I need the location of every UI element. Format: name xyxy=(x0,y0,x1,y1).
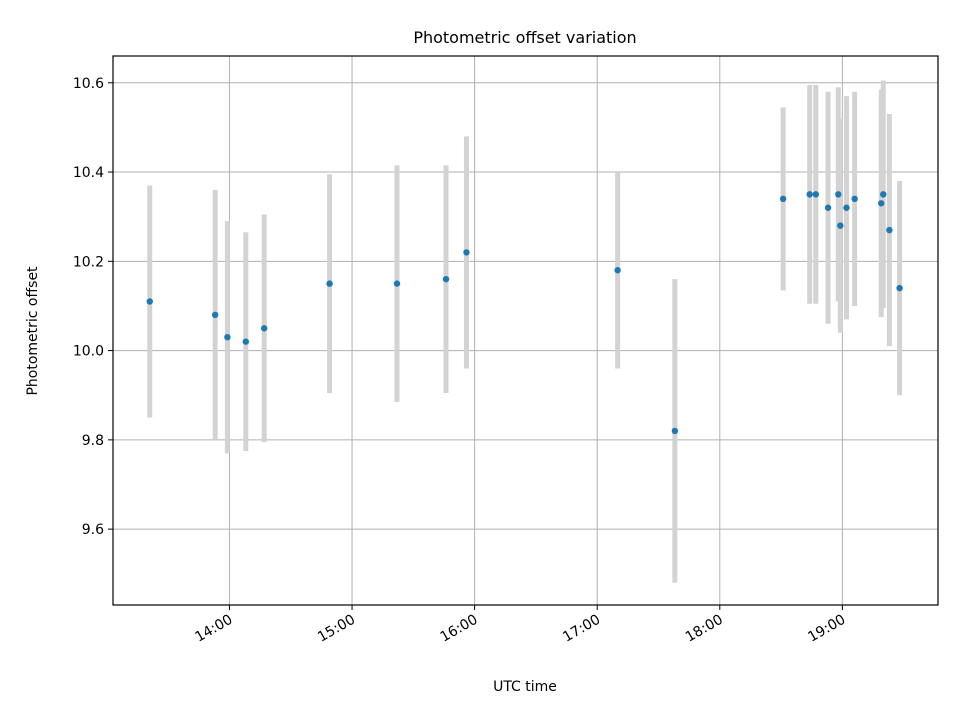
data-point xyxy=(211,311,219,319)
data-point xyxy=(260,325,268,332)
data-point xyxy=(393,280,401,287)
y-tick-label: 9.6 xyxy=(82,522,104,538)
errorbar-layer xyxy=(147,80,903,583)
y-tick-label: 10.6 xyxy=(73,76,104,92)
y-tick-label: 10.2 xyxy=(73,254,104,270)
data-point xyxy=(843,204,850,211)
x-tick-label: 19:00 xyxy=(805,612,848,646)
plot-frame xyxy=(112,55,939,606)
data-point xyxy=(880,191,887,198)
data-point xyxy=(779,195,787,203)
y-axis-label: Photometric offset xyxy=(25,266,41,396)
x-tick-label: 15:00 xyxy=(315,612,358,646)
data-point xyxy=(671,427,679,435)
data-point xyxy=(224,333,231,341)
data-point xyxy=(812,191,820,198)
data-point xyxy=(326,280,333,287)
data-point xyxy=(463,249,470,256)
data-point xyxy=(896,284,903,292)
x-tick-label: 14:00 xyxy=(193,612,236,646)
x-axis-label: UTC time xyxy=(493,679,557,695)
y-tick-label: 9.8 xyxy=(82,433,104,449)
point-layer xyxy=(146,191,903,435)
data-point xyxy=(146,298,153,305)
x-tick-label: 18:00 xyxy=(683,612,726,646)
data-point xyxy=(837,222,844,229)
data-point xyxy=(835,191,842,198)
data-point xyxy=(878,200,885,207)
data-point xyxy=(806,191,813,198)
y-tick-label: 10.0 xyxy=(73,344,104,360)
data-point xyxy=(851,195,858,203)
data-point xyxy=(614,267,621,274)
y-axis: 9.6 9.8 10.0 10.2 10.4 10.6 xyxy=(73,76,113,538)
data-point xyxy=(824,204,832,211)
x-tick-label: 16:00 xyxy=(438,612,481,646)
x-axis: 14:00 15:00 16:00 17:00 18:00 19:00 xyxy=(193,605,848,646)
x-tick-label: 17:00 xyxy=(560,612,603,646)
data-point xyxy=(886,226,893,234)
data-point xyxy=(242,338,250,345)
y-tick-label: 10.4 xyxy=(73,165,104,181)
chart-title: Photometric offset variation xyxy=(413,28,636,47)
data-point xyxy=(442,275,450,283)
